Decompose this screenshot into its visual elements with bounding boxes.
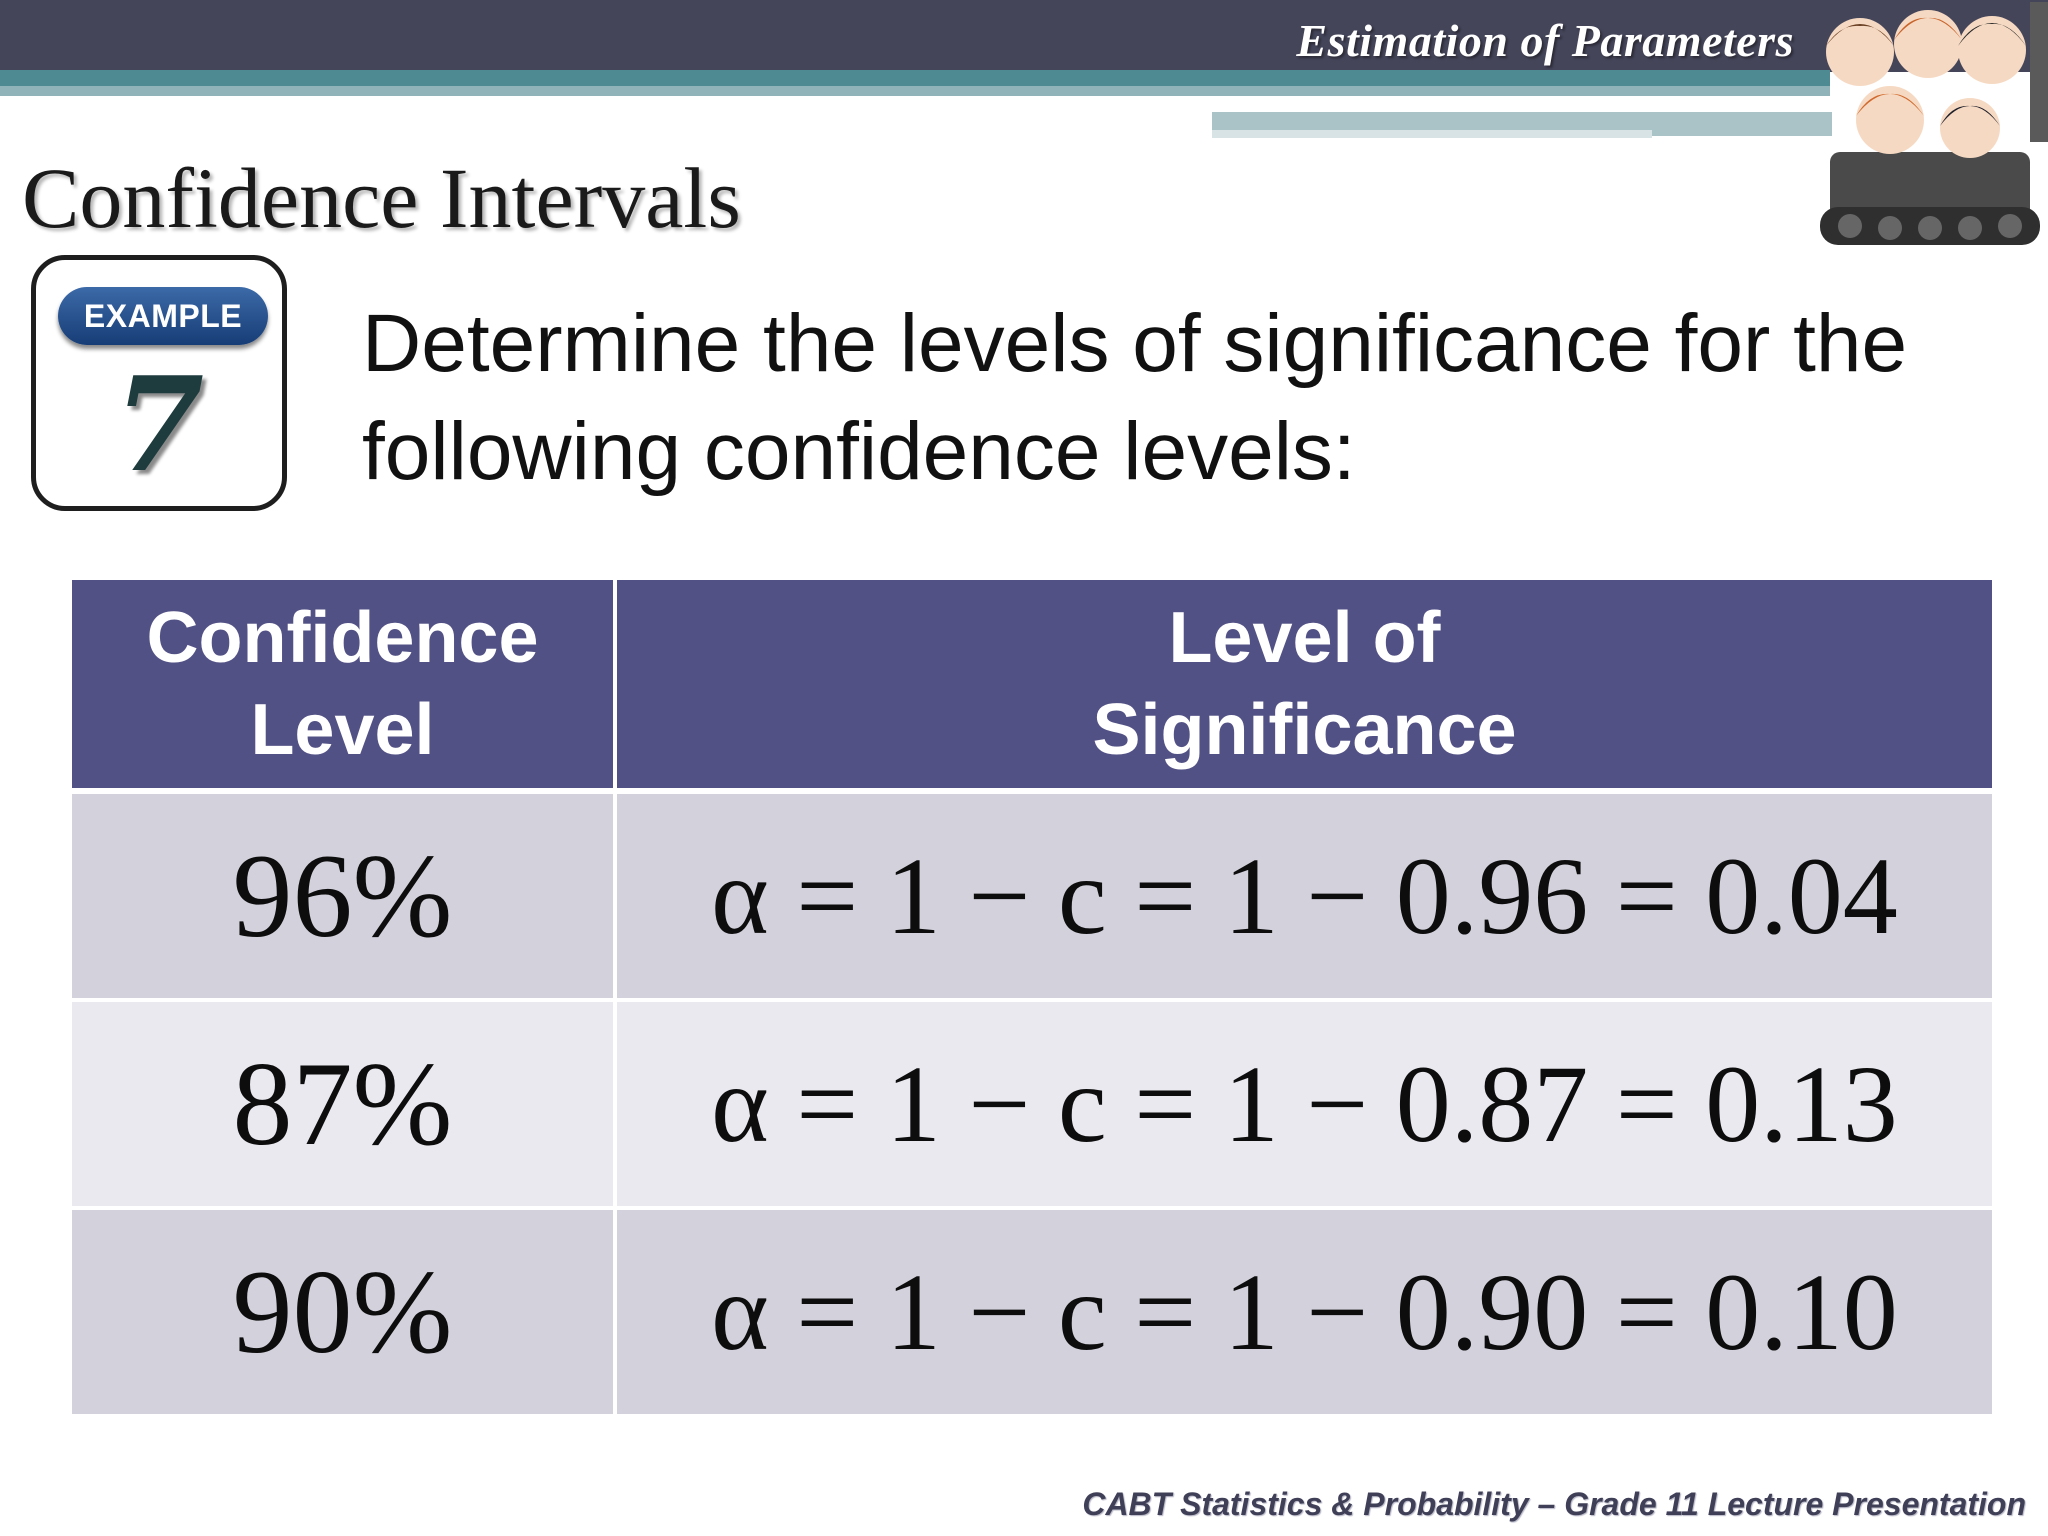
header-accent-band-light — [0, 86, 1830, 96]
example-prompt: Determine the levels of significance for… — [362, 298, 1908, 497]
significance-table: Confidence Level Level of Significance 9… — [68, 580, 1996, 1418]
header-line: Significance — [1092, 690, 1517, 770]
header-confidence-level: Confidence Level — [68, 580, 617, 794]
header-accent-band — [0, 70, 1830, 88]
header-underline-band-pale — [1212, 130, 1652, 138]
header-line: Level — [250, 690, 435, 770]
header-line: Level of — [1168, 598, 1441, 678]
table-row: 87% α = 1 − c = 1 − 0.87 = 0.13 — [68, 998, 1996, 1210]
footer-credit: CABT Statistics & Probability – Grade 11… — [1082, 1486, 2026, 1522]
mascot-illustration — [1820, 2, 2048, 245]
example-badge: EXAMPLE 7 — [31, 255, 287, 511]
confidence-cell: 87% — [68, 998, 617, 1210]
example-number: 7 — [113, 348, 205, 501]
slide-title: Confidence Intervals — [22, 150, 741, 246]
section-title: Estimation of Parameters — [1296, 15, 1794, 66]
table-row: 96% α = 1 − c = 1 − 0.96 = 0.04 — [68, 789, 1996, 1002]
table-row: 90% α = 1 − c = 1 − 0.90 = 0.10 — [68, 1206, 1996, 1418]
confidence-cell: 96% — [68, 789, 617, 1002]
formula-cell: α = 1 − c = 1 − 0.96 = 0.04 — [613, 789, 1996, 1002]
example-label: EXAMPLE — [58, 287, 268, 345]
header-line: Confidence — [146, 598, 539, 678]
header-bar — [0, 0, 2048, 72]
formula-cell: α = 1 − c = 1 − 0.87 = 0.13 — [613, 998, 1996, 1210]
header-level-of-significance: Level of Significance — [613, 580, 1996, 794]
confidence-cell: 90% — [68, 1206, 617, 1418]
table-header-row: Confidence Level Level of Significance — [68, 580, 1996, 794]
formula-cell: α = 1 − c = 1 − 0.90 = 0.10 — [613, 1206, 1996, 1418]
